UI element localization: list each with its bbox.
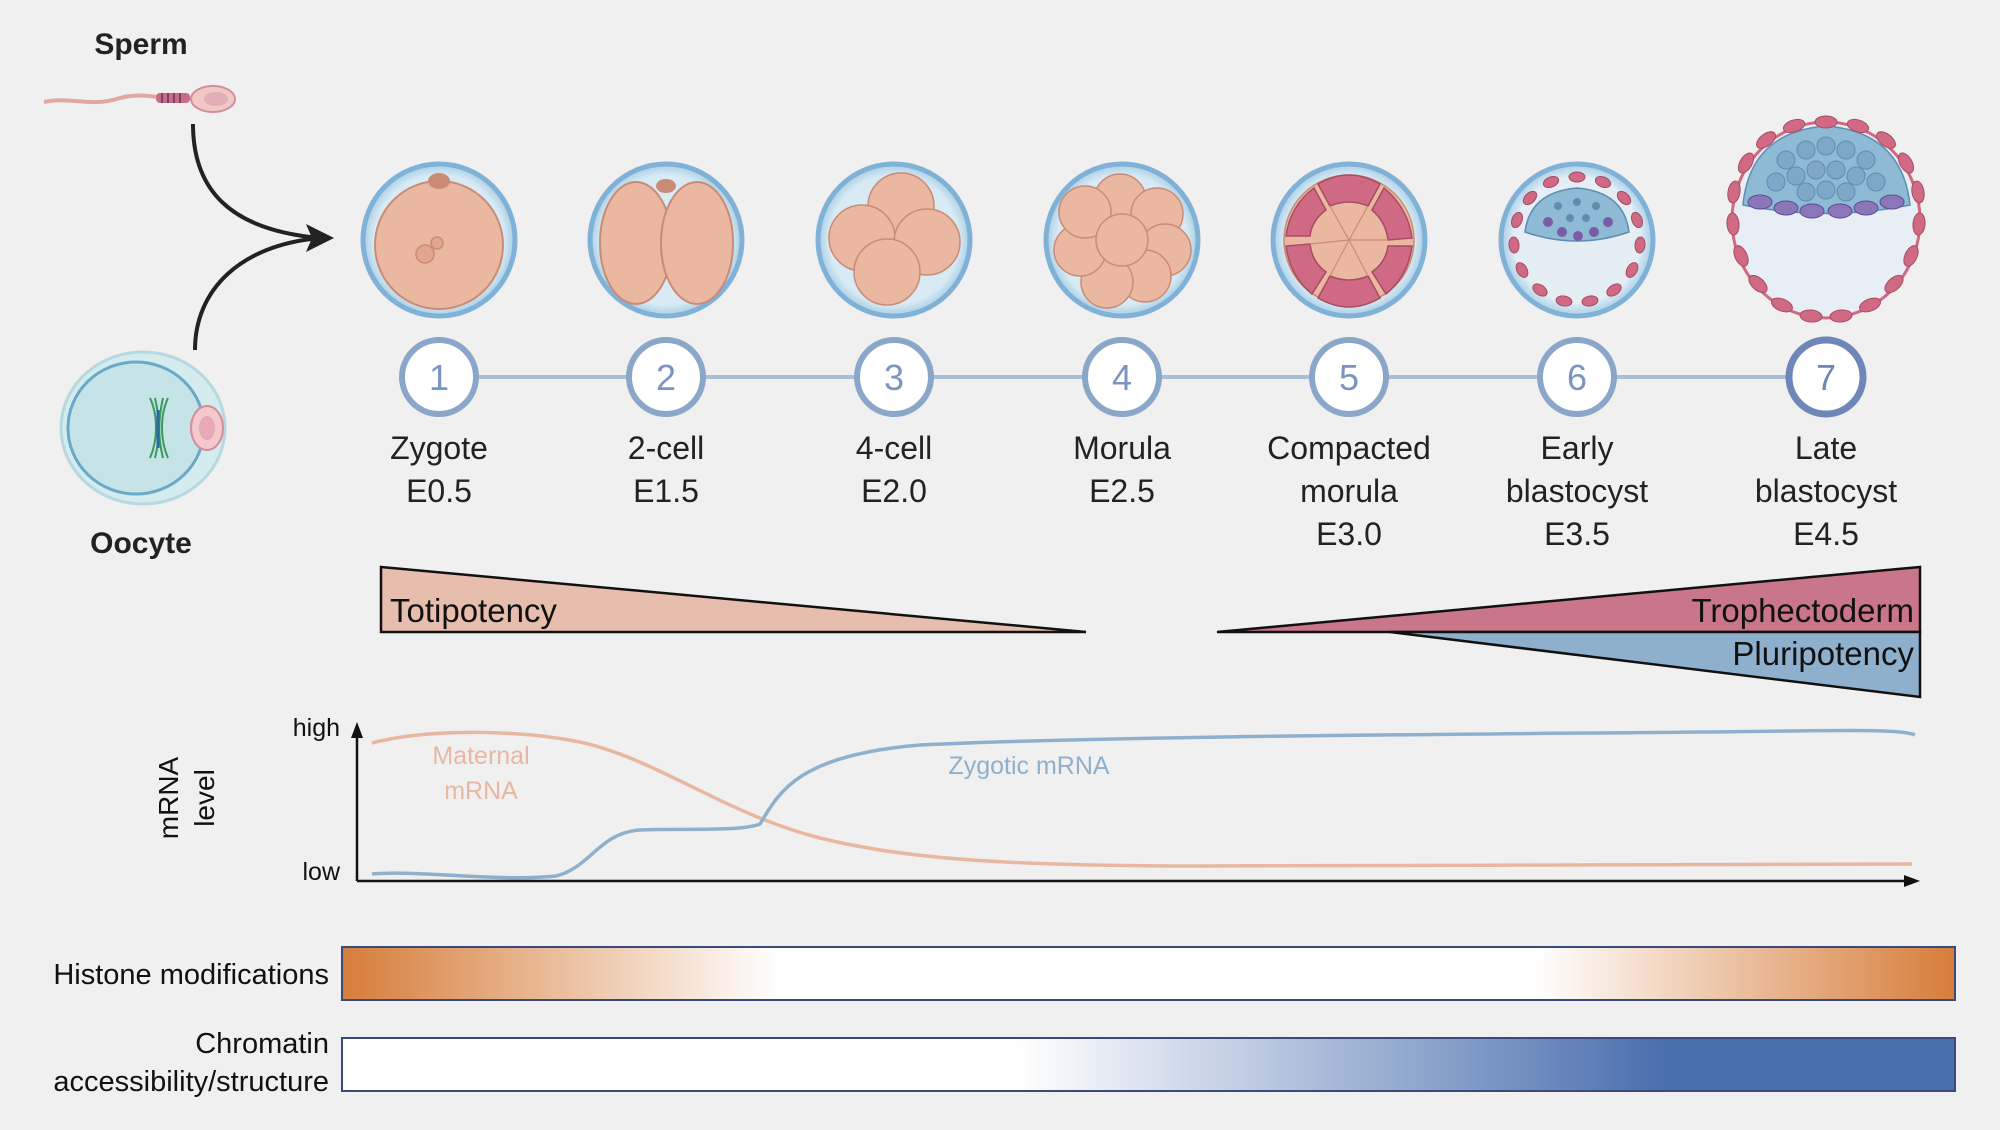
stage-day: E0.5 (406, 473, 472, 509)
stage-1: 1 Zygote E0.5 (390, 337, 488, 509)
maternal-mrna-curve (371, 730, 1913, 868)
histone-modifications-label: Histone modifications (53, 959, 329, 991)
tick-high: high (293, 714, 340, 742)
embryo-2cell (587, 161, 745, 319)
maternal-mrna-label-line1: Maternal (432, 742, 529, 770)
stage-day: E2.0 (861, 473, 927, 509)
embryo-early-blastocyst (1498, 161, 1656, 319)
stage-4: 4 Morula E2.5 (1073, 337, 1171, 509)
stage-6: 6 Early blastocyst E3.5 (1506, 337, 1648, 552)
stage-day: E4.5 (1793, 516, 1859, 552)
fertilization-arrow (191, 123, 321, 351)
tick-low: low (302, 858, 340, 886)
stage-number: 3 (884, 357, 904, 398)
stage-number-circle (399, 337, 479, 417)
pluripotency-wedge (1389, 630, 1922, 699)
stage-name: 2-cell (628, 430, 704, 466)
stage-7: 7 Late blastocyst E4.5 (1755, 336, 1897, 552)
stage-name-line1: Compacted (1267, 430, 1431, 466)
mrna-chart: high low mRNA level Maternal mRNA Zygoti… (153, 714, 1920, 887)
stage-name-line2: blastocyst (1755, 473, 1897, 509)
stage-number: 2 (656, 357, 676, 398)
stage-number: 1 (429, 357, 449, 398)
embryo-compacted-morula (1270, 161, 1428, 319)
stage-number-circle (1309, 337, 1389, 417)
embryo-morula (1043, 161, 1201, 319)
stage-number: 7 (1816, 357, 1836, 398)
stage-number-circle (1082, 337, 1162, 417)
stage-day: E3.0 (1316, 516, 1382, 552)
stage-number: 5 (1339, 357, 1359, 398)
x-axis-arrowhead (1904, 875, 1920, 887)
stage-day: E2.5 (1089, 473, 1155, 509)
stage-number-circle (626, 337, 706, 417)
stage-day: E1.5 (633, 473, 699, 509)
stage-name-line2: blastocyst (1506, 473, 1648, 509)
stage-number-circle (854, 337, 934, 417)
totipotency-wedge (379, 565, 1087, 634)
y-axis-label-line2: level (189, 769, 220, 827)
embryo-zygote (360, 161, 518, 319)
histone-modifications-bar (341, 946, 1956, 1001)
y-axis-arrowhead (351, 722, 363, 738)
stage-day: E3.5 (1544, 516, 1610, 552)
embryo-4cell (815, 161, 973, 319)
stage-2: 2 2-cell E1.5 (626, 337, 706, 509)
stage-5: 5 Compacted morula E3.0 (1267, 337, 1431, 552)
zygotic-mrna-curve (371, 728, 1916, 880)
pluripotency-label: Pluripotency (1732, 635, 1914, 672)
sperm-label: Sperm (94, 28, 187, 61)
stage-name: 4-cell (856, 430, 932, 466)
oocyte-icon (59, 350, 227, 506)
totipotency-label: Totipotency (390, 592, 557, 629)
stage-number: 4 (1112, 357, 1132, 398)
oocyte-label: Oocyte (90, 527, 192, 560)
stage-3: 3 4-cell E2.0 (854, 337, 934, 509)
stage-name-line2: morula (1300, 473, 1398, 509)
stage-number-circle (1785, 336, 1867, 418)
sperm-icon (43, 85, 236, 113)
y-axis-label-line1: mRNA (153, 756, 184, 839)
stage-name-line1: Late (1795, 430, 1857, 466)
zygotic-mrna-label: Zygotic mRNA (948, 752, 1109, 780)
stage-name: Zygote (390, 430, 488, 466)
stage-name-line1: Early (1541, 430, 1614, 466)
trophectoderm-label: Trophectoderm (1691, 592, 1914, 629)
chromatin-label-line2: accessibility/structure (53, 1066, 329, 1098)
chromatin-label-line1: Chromatin (195, 1028, 329, 1060)
maternal-mrna-label-line2: mRNA (444, 777, 518, 805)
stage-number: 6 (1567, 357, 1587, 398)
stage-number-circle (1537, 337, 1617, 417)
embryo-late-blastocyst (1726, 115, 1926, 323)
chromatin-accessibility-bar (341, 1037, 1956, 1092)
fertilization-arrowhead (306, 224, 334, 252)
stage-name: Morula (1073, 430, 1171, 466)
